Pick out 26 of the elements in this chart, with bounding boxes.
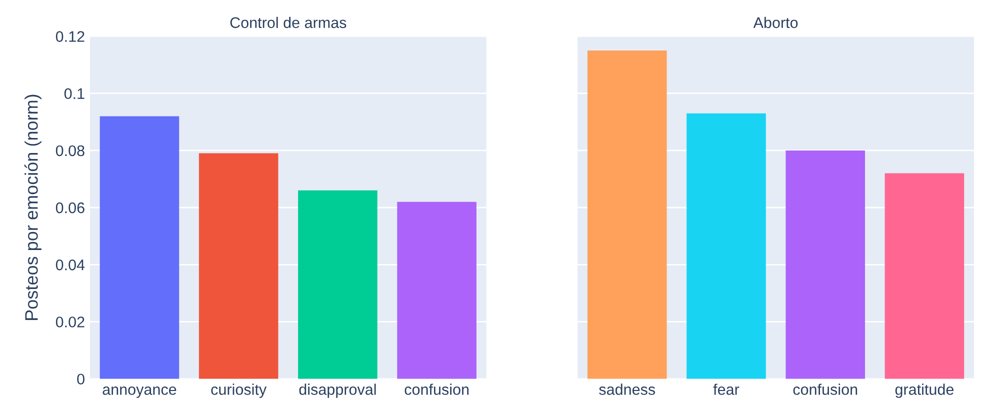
y-tick-label: 0.12	[56, 31, 84, 42]
bar	[884, 173, 964, 379]
bar	[587, 50, 667, 379]
bar	[686, 113, 766, 379]
x-tick-label: sadness	[599, 384, 656, 395]
bar	[198, 153, 278, 379]
y-tick-label: 0.1	[64, 88, 84, 100]
x-tick-label: disapproval	[299, 384, 376, 398]
chart-title: Control de armas	[230, 16, 346, 28]
x-tick-label: confusion	[793, 384, 858, 395]
x-tick-label: annoyance	[102, 386, 176, 398]
y-tick-label: 0.08	[56, 145, 84, 156]
bar	[298, 190, 378, 379]
y-tick-label: 0.06	[56, 202, 84, 214]
y-tick-label: 0.04	[56, 260, 85, 270]
x-tick-label: fear	[713, 384, 740, 395]
bar	[100, 116, 180, 379]
y-tick-label: 0	[77, 374, 84, 385]
bar	[786, 150, 865, 379]
x-tick-label: gratitude	[895, 384, 954, 398]
chart-title: Aborto	[753, 16, 798, 28]
x-tick-label: curiosity	[211, 384, 267, 398]
y-axis-title: Posteos por emoción (norm)	[24, 94, 42, 320]
bar	[397, 202, 476, 379]
y-tick-label: 0.02	[56, 316, 84, 328]
x-tick-label: confusion	[404, 384, 469, 395]
